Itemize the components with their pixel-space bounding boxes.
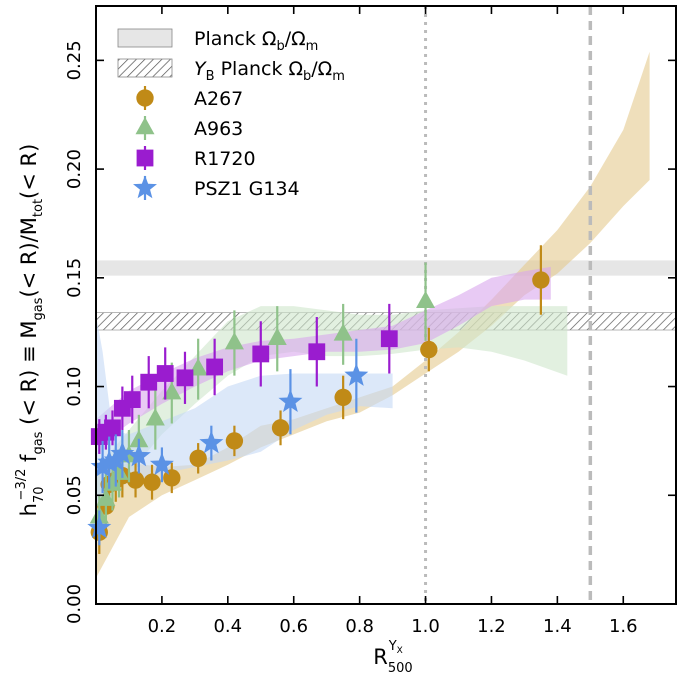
a963-point bbox=[224, 332, 244, 350]
psz1-g134-point bbox=[199, 430, 224, 454]
a963-point bbox=[109, 462, 129, 480]
psz1-g134-point bbox=[97, 450, 122, 473]
r1720-point bbox=[140, 373, 158, 391]
data-point-layer bbox=[87, 245, 550, 554]
legend-label: R1720 bbox=[194, 148, 256, 170]
a963-point bbox=[129, 429, 149, 448]
psz1-g134-point bbox=[344, 363, 369, 386]
series-band-r1720 bbox=[96, 266, 551, 448]
psz1-g134-point bbox=[149, 452, 174, 476]
x-axis-label: R500YX bbox=[373, 639, 412, 676]
a267-point bbox=[126, 471, 145, 489]
x-tick-label: 0.2 bbox=[148, 616, 177, 637]
a267-point bbox=[143, 473, 161, 491]
r1720-point bbox=[156, 365, 174, 382]
legend-label: YB Planck Ωb/Ωm bbox=[194, 58, 345, 84]
a267-point bbox=[334, 388, 352, 407]
y-axis-label: h70−3/2 fgas (< R) ≡ Mgas(< R)/Mtot(< R) bbox=[14, 144, 47, 517]
legend-label: Planck Ωb/Ωm bbox=[194, 28, 318, 54]
r1720-point bbox=[380, 330, 398, 348]
y-tick-label: 0.20 bbox=[64, 149, 85, 189]
y-tick-label: 0.05 bbox=[64, 475, 85, 515]
y-tick-label: 0.10 bbox=[64, 367, 85, 407]
a267-point bbox=[532, 271, 550, 289]
x-tick-label: 1.4 bbox=[543, 616, 572, 637]
psz1-g134-point bbox=[87, 515, 112, 539]
x-tick-label: 0.6 bbox=[279, 616, 308, 637]
r1720-point bbox=[252, 345, 270, 363]
y-tick-label: 0.25 bbox=[64, 40, 85, 80]
psz1-g134-point bbox=[90, 454, 115, 478]
legend-marker bbox=[135, 117, 155, 135]
legend-label: PSZ1 G134 bbox=[194, 178, 300, 200]
a267-point bbox=[189, 449, 207, 467]
psz1-g134-point bbox=[110, 441, 135, 465]
legend-swatch bbox=[117, 28, 173, 48]
axes-layer: 0.2 0.4 0.6 0.8 1.0 1.2 1.4 1.6 0.00 0.05 0.10 0.15… bbox=[64, 5, 677, 637]
r1720-point bbox=[176, 369, 194, 387]
legend-swatch bbox=[117, 58, 173, 78]
r1720-point bbox=[123, 391, 141, 408]
legend: Planck Ωb/Ωm YB Planck Ωb/Ωm A267 A963 R1720… bbox=[117, 28, 345, 200]
x-tick-label: 1.2 bbox=[477, 616, 506, 637]
y-tick-label: 0.15 bbox=[64, 258, 85, 298]
a267-point bbox=[225, 432, 244, 450]
psz1-g134-point bbox=[126, 443, 151, 467]
psz1-g134-point bbox=[278, 389, 303, 412]
x-tick-label: 0.4 bbox=[213, 616, 242, 637]
a963-point bbox=[267, 327, 287, 346]
r1720-point bbox=[104, 419, 121, 437]
plot-frame bbox=[95, 5, 677, 605]
r1720-point bbox=[308, 343, 326, 361]
legend-label: A963 bbox=[194, 118, 243, 140]
a267-point bbox=[271, 419, 290, 437]
a963-point bbox=[96, 488, 116, 506]
a963-point bbox=[102, 473, 122, 491]
a963-point bbox=[416, 290, 436, 309]
legend-marker bbox=[136, 89, 154, 107]
legend-label: A267 bbox=[194, 88, 243, 110]
series-band-psz1-g134 bbox=[96, 314, 393, 539]
a963-point bbox=[145, 408, 165, 426]
y-tick-label: 0.00 bbox=[64, 584, 85, 624]
psz1-g134-point bbox=[103, 447, 128, 471]
a267-point bbox=[420, 340, 438, 359]
x-tick-label: 1.6 bbox=[609, 616, 638, 637]
legend-marker bbox=[133, 175, 157, 199]
x-tick-label: 1.0 bbox=[411, 616, 440, 637]
r1720-point bbox=[206, 358, 224, 376]
x-tick-label: 0.8 bbox=[345, 616, 374, 637]
legend-marker bbox=[136, 149, 154, 167]
a963-point bbox=[188, 358, 208, 376]
a963-point bbox=[333, 323, 353, 341]
a963-point bbox=[162, 382, 182, 400]
